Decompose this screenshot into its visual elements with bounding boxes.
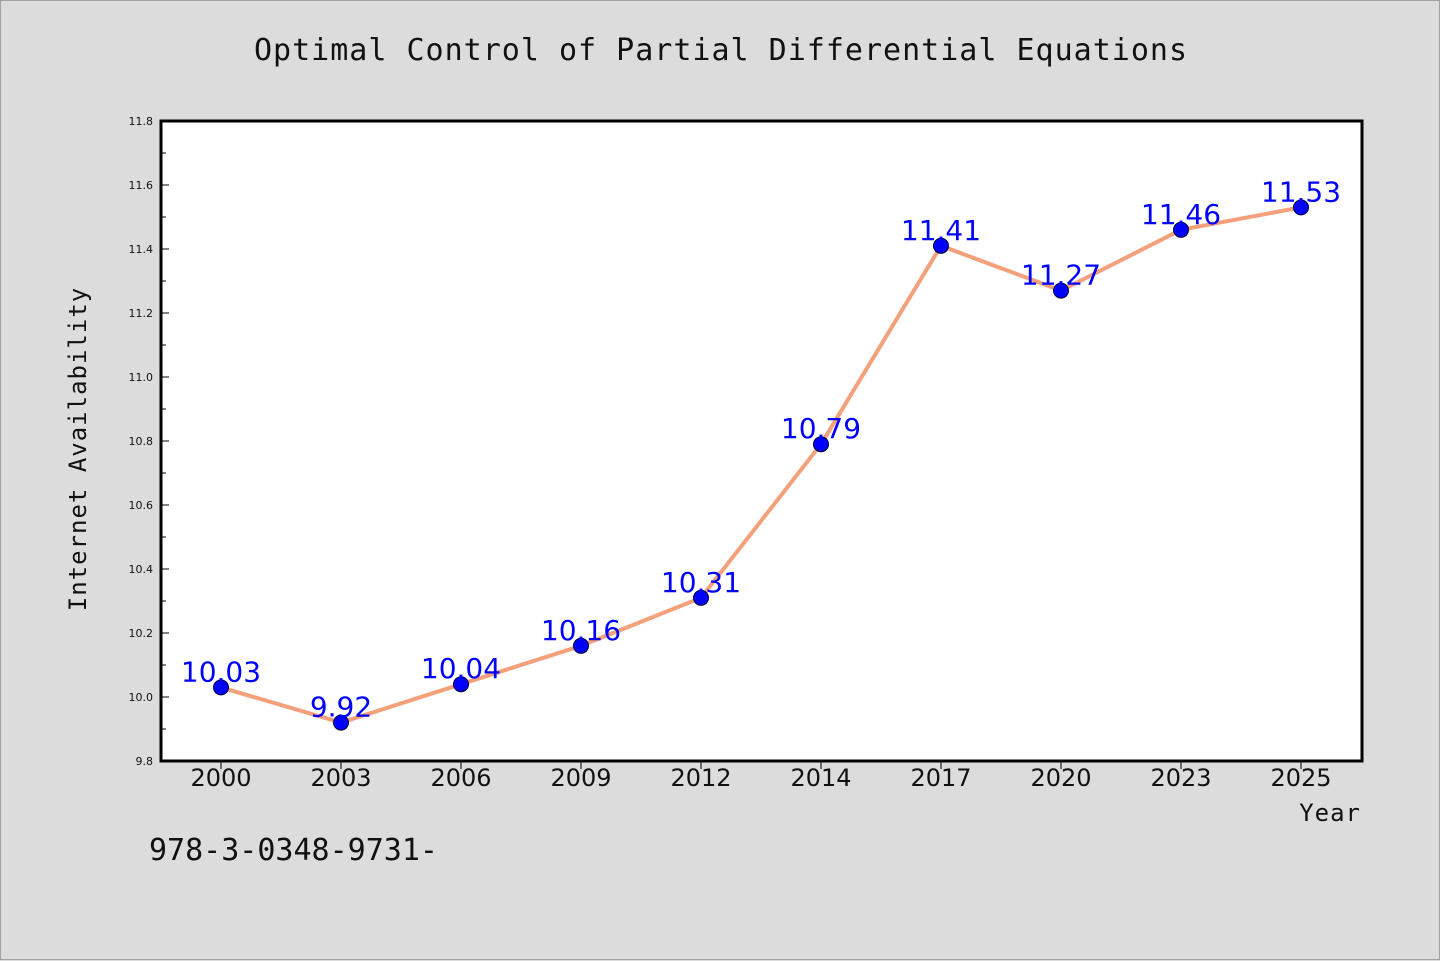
x-tick-label: 2025: [1270, 764, 1331, 792]
x-axis: 2000 2003 2006 2009 2012 2014 2017 2020 2023 2025: [190, 761, 1332, 792]
y-tick-label: 11.0: [129, 371, 154, 384]
x-tick-label: 2023: [1150, 764, 1211, 792]
data-label: 11.53: [1261, 175, 1341, 208]
footer-isbn: 978-3-0348-9731-: [149, 833, 438, 868]
data-label: 11.41: [901, 214, 981, 247]
data-label: 10.16: [541, 614, 621, 647]
data-label: 10.03: [181, 655, 261, 688]
x-tick-label: 2020: [1030, 764, 1091, 792]
data-point: [1173, 221, 1189, 238]
y-tick-label: 11.8: [129, 115, 154, 128]
x-tick-label: 2012: [670, 764, 731, 792]
series-group: 10.03 9.92 10.04 10.16 10.31 10.79 11.41 11.27 1…: [181, 175, 1341, 731]
y-tick-label: 10.6: [129, 499, 154, 512]
y-tick-label: 11.4: [129, 243, 154, 256]
y-axis-title: Internet Availability: [64, 287, 92, 611]
y-tick-label: 10.2: [129, 627, 154, 640]
y-tick-label: 10.8: [129, 435, 154, 448]
y-tick-label: 10.4: [129, 563, 154, 576]
plot-area: [159, 119, 1364, 763]
data-point: [573, 637, 589, 654]
data-point: [213, 679, 229, 696]
data-point: [333, 714, 349, 731]
data-point: [693, 589, 709, 606]
data-point: [813, 436, 829, 453]
x-tick-label: 2003: [310, 764, 371, 792]
x-axis-title: Year: [1299, 799, 1361, 827]
series-line: [219, 205, 1303, 725]
data-point: [1293, 199, 1309, 216]
x-tick-label: 2009: [550, 764, 611, 792]
y-tick-label: 11.6: [129, 179, 154, 192]
data-point: [453, 676, 469, 693]
chart-title: Optimal Control of Partial Differential …: [253, 33, 1188, 68]
data-label: 10.31: [661, 566, 741, 599]
y-tick-label: 10.0: [129, 691, 154, 704]
data-label: 9.92: [310, 691, 372, 724]
data-label: 11.27: [1021, 259, 1101, 292]
y-tick-label: 9.8: [136, 755, 154, 768]
x-tick-label: 2017: [910, 764, 971, 792]
data-label: 10.04: [421, 652, 501, 685]
y-tick-label: 11.2: [129, 307, 154, 320]
x-tick-label: 2014: [790, 764, 851, 792]
data-label: 11.46: [1141, 198, 1221, 231]
data-point: [1053, 282, 1069, 299]
data-label: 10.79: [781, 412, 861, 445]
x-tick-label: 2000: [190, 764, 251, 792]
data-point: [933, 237, 949, 254]
x-tick-label: 2006: [430, 764, 491, 792]
y-axis: 9.8 10.0 10.2 10.4 10.6 10.8 11.0 11.2 11.4 11.6 1…: [129, 115, 169, 768]
